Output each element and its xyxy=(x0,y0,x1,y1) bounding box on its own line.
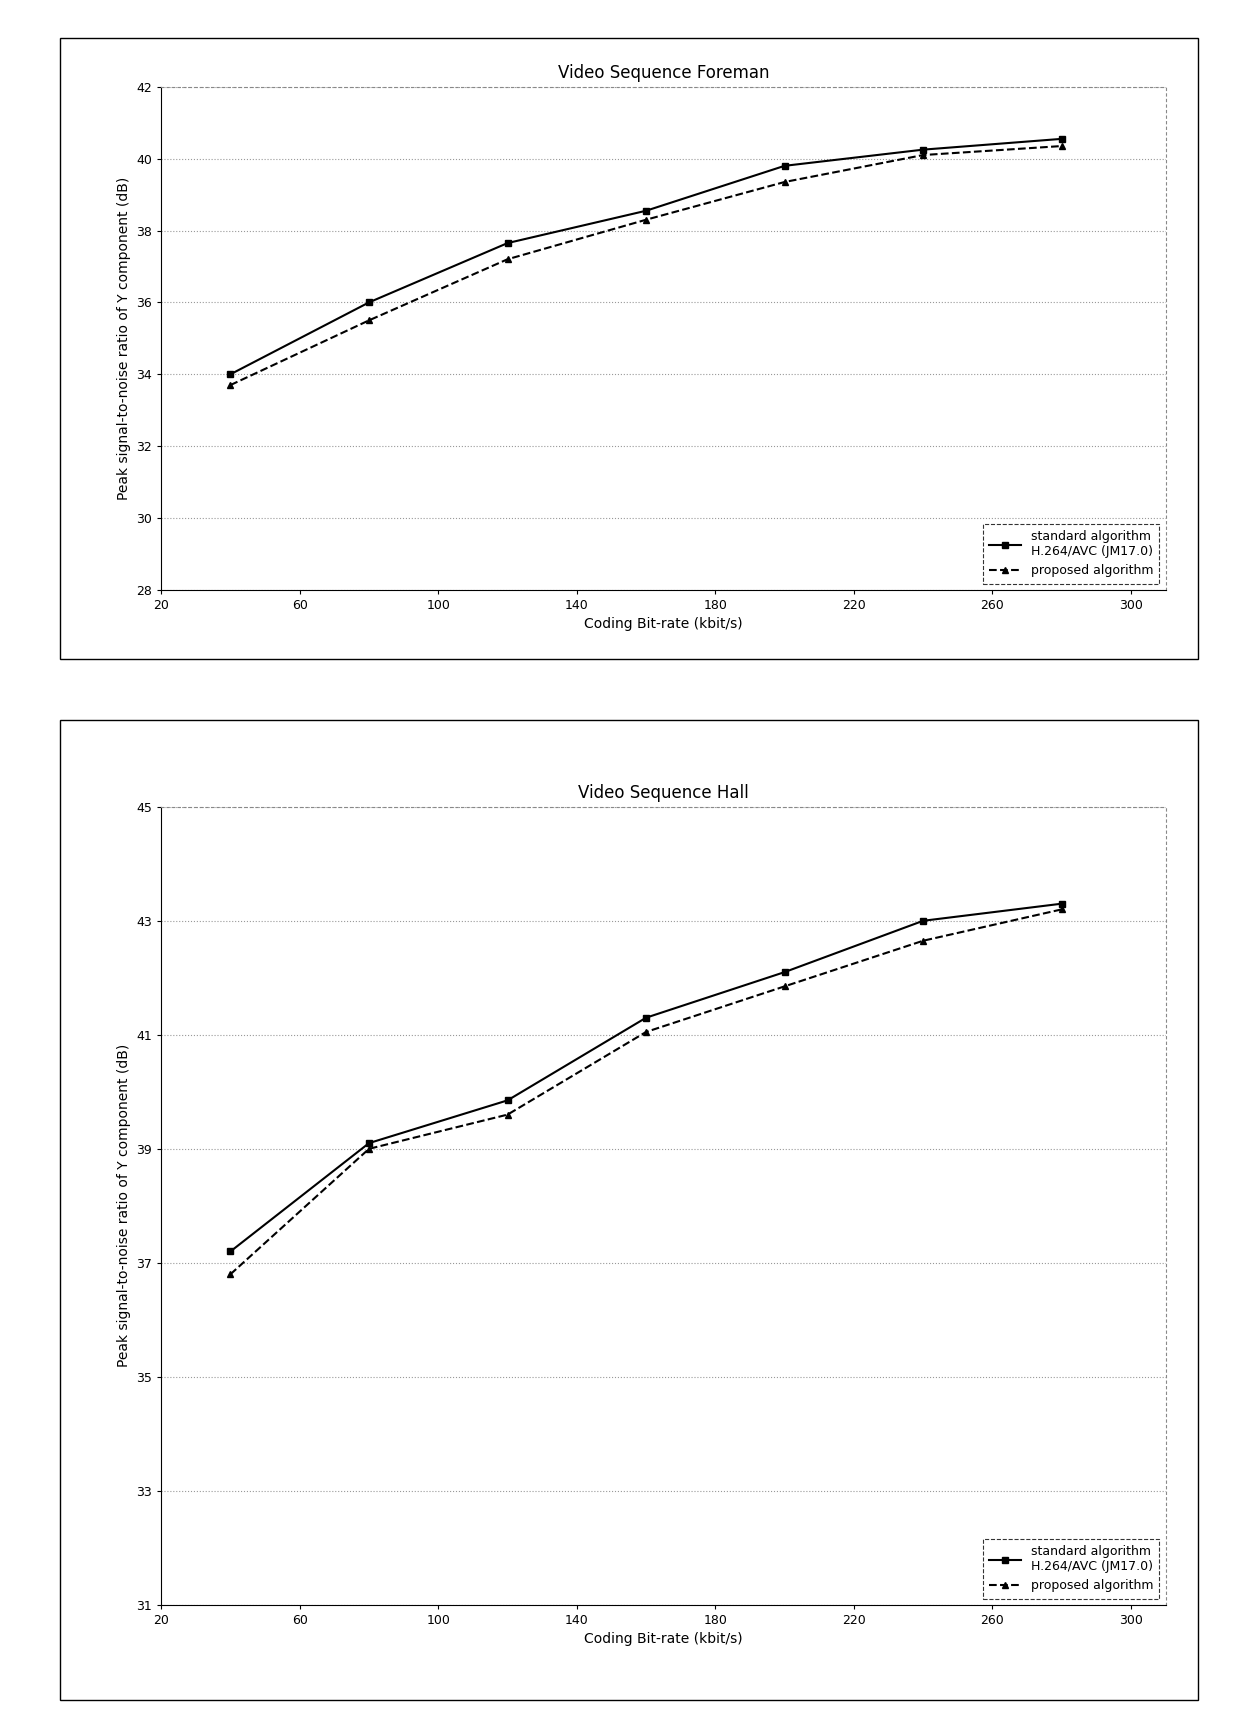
Legend: standard algorithm
H.264/AVC (JM17.0), proposed algorithm: standard algorithm H.264/AVC (JM17.0), p… xyxy=(983,524,1159,583)
X-axis label: Coding Bit-rate (kbit/s): Coding Bit-rate (kbit/s) xyxy=(584,618,743,632)
Legend: standard algorithm
H.264/AVC (JM17.0), proposed algorithm: standard algorithm H.264/AVC (JM17.0), p… xyxy=(983,1539,1159,1598)
Y-axis label: Peak signal-to-noise ratio of Y component (dB): Peak signal-to-noise ratio of Y componen… xyxy=(117,177,130,500)
Y-axis label: Peak signal-to-noise ratio of Y component (dB): Peak signal-to-noise ratio of Y componen… xyxy=(117,1044,130,1367)
X-axis label: Coding Bit-rate (kbit/s): Coding Bit-rate (kbit/s) xyxy=(584,1633,743,1647)
Title: Video Sequence Foreman: Video Sequence Foreman xyxy=(558,64,769,83)
Title: Video Sequence Hall: Video Sequence Hall xyxy=(578,784,749,803)
